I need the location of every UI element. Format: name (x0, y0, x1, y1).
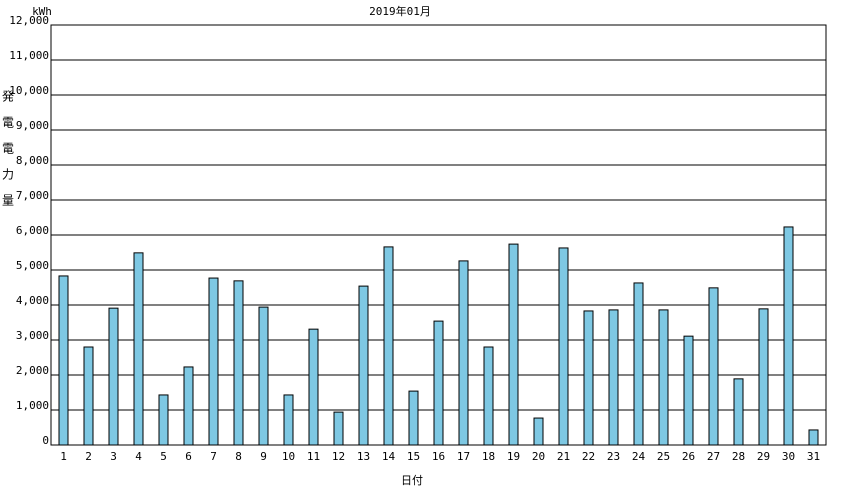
x-tick-label: 30 (782, 450, 795, 463)
bar (808, 429, 819, 446)
x-tick-label: 23 (607, 450, 620, 463)
x-tick-label: 11 (307, 450, 320, 463)
y-tick-label: 5,000 (16, 259, 49, 272)
y-tick-label: 8,000 (16, 154, 49, 167)
x-tick-label: 14 (382, 450, 396, 463)
bar (183, 366, 194, 446)
x-tick-label: 22 (582, 450, 595, 463)
bar (408, 390, 419, 446)
x-tick-label: 20 (532, 450, 545, 463)
x-tick-label: 31 (807, 450, 820, 463)
bar (608, 309, 619, 446)
x-tick-label: 19 (507, 450, 520, 463)
y-tick-label: 6,000 (16, 224, 49, 237)
chart-title: 2019年01月 (369, 4, 431, 18)
y-tick-label: 10,000 (9, 84, 49, 97)
bar (58, 275, 69, 446)
bar (633, 282, 644, 446)
bar (558, 247, 569, 446)
x-tick-label: 10 (282, 450, 295, 463)
bar (308, 328, 319, 446)
bar (283, 394, 294, 446)
bar (133, 252, 144, 446)
bar (708, 287, 719, 446)
x-tick-label: 5 (160, 450, 167, 463)
x-tick-label: 3 (110, 450, 117, 463)
y-tick-label: 9,000 (16, 119, 49, 132)
x-tick-label: 4 (135, 450, 142, 463)
x-tick-label: 6 (185, 450, 192, 463)
bar (333, 411, 344, 446)
y-tick-label: 3,000 (16, 329, 49, 342)
bar (533, 417, 544, 446)
x-tick-label: 17 (457, 450, 470, 463)
y-tick-label: 4,000 (16, 294, 49, 307)
y-tick-label: 2,000 (16, 364, 49, 377)
bar (383, 246, 394, 446)
x-tick-label: 29 (757, 450, 770, 463)
y-tick-label: 0 (42, 434, 49, 447)
x-tick-label: 7 (210, 450, 217, 463)
x-tick-label: 16 (432, 450, 445, 463)
x-tick-label: 24 (632, 450, 646, 463)
bar (658, 309, 669, 446)
x-tick-label: 28 (732, 450, 745, 463)
x-tick-label: 1 (60, 450, 67, 463)
y-tick-label: 11,000 (9, 49, 49, 62)
y-tick-label: 7,000 (16, 189, 49, 202)
x-axis-label: 日付 (401, 474, 423, 487)
x-tick-label: 8 (235, 450, 242, 463)
bar (483, 346, 494, 446)
bar (258, 306, 269, 446)
bar (233, 280, 244, 446)
bar (683, 335, 694, 446)
bar (158, 394, 169, 446)
x-tick-label: 21 (557, 450, 570, 463)
x-tick-label: 13 (357, 450, 370, 463)
x-tick-label: 15 (407, 450, 420, 463)
bar (733, 378, 744, 446)
bar (783, 226, 794, 446)
bar (358, 285, 369, 446)
bar (208, 277, 219, 446)
bar (433, 320, 444, 446)
y-tick-label: 12,000 (9, 14, 49, 27)
bar (83, 346, 94, 446)
bar (758, 308, 769, 446)
x-tick-label: 25 (657, 450, 670, 463)
x-tick-label: 9 (260, 450, 267, 463)
y-axis-label: 発電電力量 (1, 90, 15, 220)
x-tick-label: 26 (682, 450, 695, 463)
bar (108, 307, 119, 446)
bar (458, 260, 469, 446)
y-unit: kWh (32, 5, 52, 18)
bar (508, 243, 519, 446)
bar (583, 310, 594, 446)
x-tick-label: 18 (482, 450, 495, 463)
x-tick-label: 12 (332, 450, 345, 463)
y-tick-label: 1,000 (16, 399, 49, 412)
x-tick-label: 2 (85, 450, 92, 463)
x-tick-label: 27 (707, 450, 720, 463)
